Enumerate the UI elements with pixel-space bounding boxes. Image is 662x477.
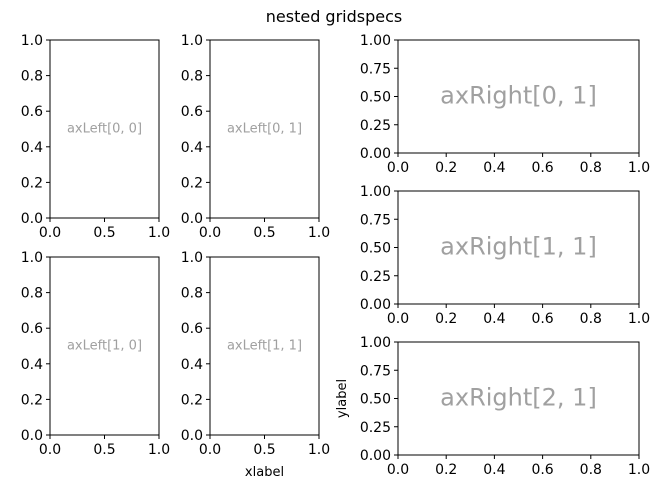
axes-axright-1-1: 0.0 0.2 0.4 0.6 0.8 1.0 0.00 0.25 0.50 0.75 1.00 ax… bbox=[360, 184, 650, 327]
y-tick-label: 0.4 bbox=[181, 140, 203, 156]
y-tick-label: 1.0 bbox=[181, 33, 203, 49]
y-tick-label: 0.8 bbox=[181, 286, 203, 302]
axes-axleft-0-0: 0.0 0.5 1.0 0.0 0.2 0.4 0.6 0.8 1.0 axLeft[0, 0] bbox=[21, 33, 170, 241]
x-tick-label: 1.0 bbox=[628, 311, 650, 327]
x-tick-label: 1.0 bbox=[308, 442, 330, 458]
x-tick-label: 0.5 bbox=[93, 442, 115, 458]
y-tick-label: 0.8 bbox=[181, 69, 203, 85]
y-tick-label: 0.00 bbox=[360, 448, 391, 464]
y-tick-label: 0.50 bbox=[360, 90, 391, 106]
x-tick-label: 0.6 bbox=[531, 462, 553, 477]
y-tick-label: 0.25 bbox=[360, 118, 391, 134]
y-tick-label: 0.6 bbox=[21, 321, 43, 337]
y-tick-label: 1.00 bbox=[360, 184, 391, 200]
y-tick-label: 0.50 bbox=[360, 241, 391, 257]
y-tick-label: 0.75 bbox=[360, 212, 391, 228]
x-tick-label: 0.4 bbox=[483, 462, 505, 477]
y-axis-label: ylabel bbox=[335, 379, 350, 418]
x-tick-label: 0.8 bbox=[580, 462, 602, 477]
y-tick-label: 0.0 bbox=[21, 211, 43, 227]
axes-annotation: axRight[2, 1] bbox=[440, 384, 597, 412]
x-tick-label: 0.4 bbox=[483, 311, 505, 327]
y-tick-label: 1.0 bbox=[21, 250, 43, 266]
y-tick-label: 0.0 bbox=[21, 428, 43, 444]
x-tick-label: 1.0 bbox=[148, 225, 170, 241]
y-tick-label: 1.0 bbox=[181, 250, 203, 266]
y-tick-label: 0.75 bbox=[360, 363, 391, 379]
axes-annotation: axRight[0, 1] bbox=[440, 82, 597, 110]
axes-annotation: axLeft[0, 0] bbox=[67, 122, 142, 137]
x-tick-label: 0.0 bbox=[199, 442, 221, 458]
x-tick-label: 0.0 bbox=[387, 462, 409, 477]
x-tick-label: 1.0 bbox=[628, 462, 650, 477]
x-tick-label: 0.5 bbox=[93, 225, 115, 241]
axes-axright-0-1: 0.0 0.2 0.4 0.6 0.8 1.0 0.00 0.25 0.50 0.75 1.00 ax… bbox=[360, 33, 650, 176]
axes-annotation: axRight[1, 1] bbox=[440, 233, 597, 261]
axes-axleft-1-1: 0.0 0.5 1.0 0.0 0.2 0.4 0.6 0.8 1.0 axLeft[1, 1] x… bbox=[181, 250, 330, 477]
y-tick-label: 0.8 bbox=[21, 286, 43, 302]
x-tick-label: 0.8 bbox=[580, 311, 602, 327]
y-tick-label: 0.6 bbox=[181, 104, 203, 120]
x-tick-label: 0.0 bbox=[199, 225, 221, 241]
x-tick-label: 0.0 bbox=[387, 160, 409, 176]
y-tick-label: 0.2 bbox=[181, 175, 203, 191]
axes-axleft-0-1: 0.0 0.5 1.0 0.0 0.2 0.4 0.6 0.8 1.0 axLeft[0, 1] bbox=[181, 33, 330, 241]
y-tick-label: 0.0 bbox=[181, 211, 203, 227]
y-tick-label: 0.4 bbox=[21, 357, 43, 373]
axes-axleft-1-0: 0.0 0.5 1.0 0.0 0.2 0.4 0.6 0.8 1.0 axLeft[1, 0] bbox=[21, 250, 170, 458]
y-tick-label: 0.00 bbox=[360, 146, 391, 162]
x-tick-label: 0.4 bbox=[483, 160, 505, 176]
x-tick-label: 1.0 bbox=[148, 442, 170, 458]
y-tick-label: 1.0 bbox=[21, 33, 43, 49]
y-tick-label: 0.75 bbox=[360, 61, 391, 77]
y-tick-label: 0.25 bbox=[360, 420, 391, 436]
x-tick-label: 0.0 bbox=[39, 225, 61, 241]
axes-annotation: axLeft[1, 1] bbox=[227, 339, 302, 354]
y-tick-label: 0.4 bbox=[181, 357, 203, 373]
x-tick-label: 0.0 bbox=[387, 311, 409, 327]
x-tick-label: 0.0 bbox=[39, 442, 61, 458]
y-tick-label: 1.00 bbox=[360, 335, 391, 351]
axes-axright-2-1: 0.0 0.2 0.4 0.6 0.8 1.0 0.00 0.25 0.50 0.75 1.00 ax… bbox=[335, 335, 650, 477]
x-tick-label: 1.0 bbox=[308, 225, 330, 241]
x-tick-label: 0.8 bbox=[580, 160, 602, 176]
x-tick-label: 1.0 bbox=[628, 160, 650, 176]
x-tick-label: 0.5 bbox=[253, 442, 275, 458]
y-tick-label: 0.6 bbox=[181, 321, 203, 337]
x-tick-label: 0.6 bbox=[531, 311, 553, 327]
y-tick-label: 0.50 bbox=[360, 392, 391, 408]
y-tick-label: 1.00 bbox=[360, 33, 391, 49]
y-tick-label: 0.2 bbox=[21, 175, 43, 191]
x-axis-label: xlabel bbox=[245, 465, 284, 477]
y-tick-label: 0.0 bbox=[181, 428, 203, 444]
y-tick-label: 0.4 bbox=[21, 140, 43, 156]
x-tick-label: 0.2 bbox=[435, 160, 457, 176]
y-tick-label: 0.25 bbox=[360, 269, 391, 285]
y-tick-label: 0.8 bbox=[21, 69, 43, 85]
y-tick-label: 0.6 bbox=[21, 104, 43, 120]
y-tick-label: 0.2 bbox=[21, 392, 43, 408]
y-tick-label: 0.00 bbox=[360, 297, 391, 313]
x-tick-label: 0.2 bbox=[435, 462, 457, 477]
x-tick-label: 0.2 bbox=[435, 311, 457, 327]
figure-title: nested gridspecs bbox=[266, 7, 402, 26]
axes-annotation: axLeft[0, 1] bbox=[227, 122, 302, 137]
x-tick-label: 0.5 bbox=[253, 225, 275, 241]
axes-annotation: axLeft[1, 0] bbox=[67, 339, 142, 354]
x-tick-label: 0.6 bbox=[531, 160, 553, 176]
y-tick-label: 0.2 bbox=[181, 392, 203, 408]
